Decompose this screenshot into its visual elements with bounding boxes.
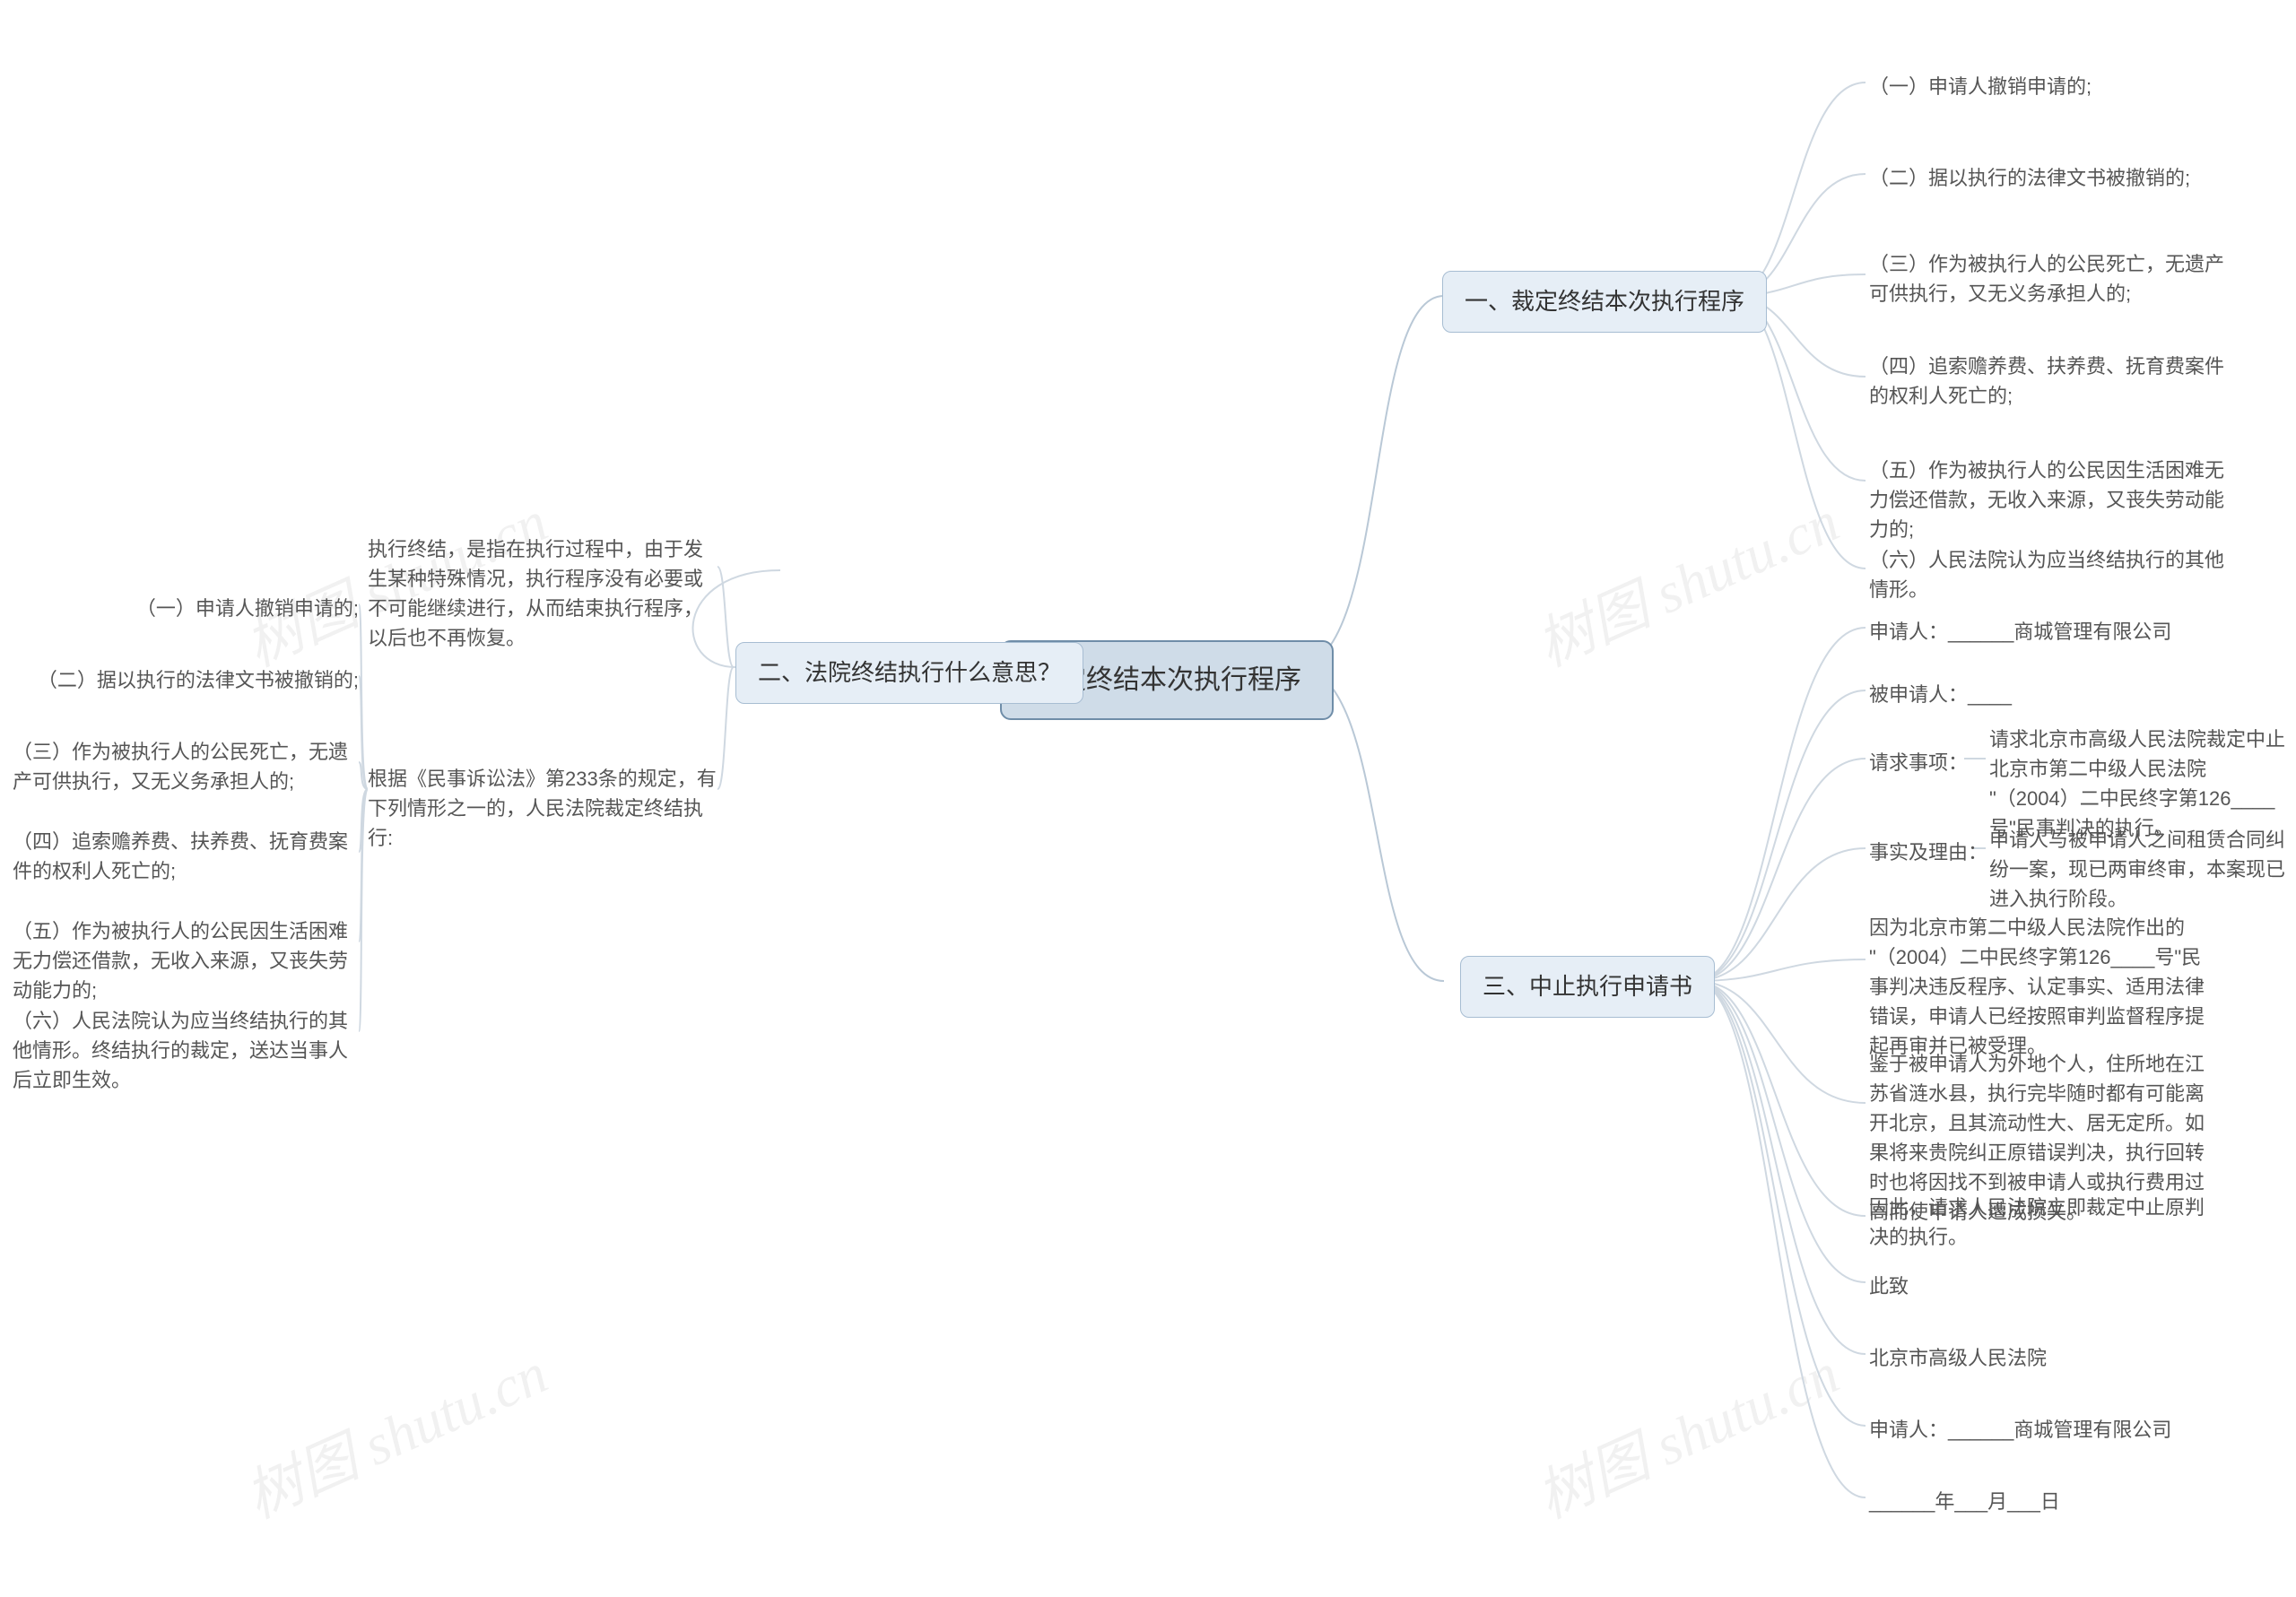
branch-3: 三、中止执行申请书 <box>1460 956 1715 1018</box>
b1-leaf-2: （二）据以执行的法律文书被撤销的; <box>1869 163 2190 193</box>
b3-leaf-4-1: 申请人与被申请人之间租赁合同纠纷一案，现已两审终审，本案现已进入执行阶段。 <box>1989 825 2285 914</box>
branch-2: 二、法院终结执行什么意思？ <box>735 642 1083 704</box>
b3-leaf-3: 请求事项： <box>1869 748 1968 777</box>
b1-leaf-6: （六）人民法院认为应当终结执行的其他情形。 <box>1869 545 2228 604</box>
b3-leaf-2: 被申请人：____ <box>1869 680 2012 709</box>
b2-2-leaf-3: （三）作为被执行人的公民死亡，无遗产可供执行，又无义务承担人的; <box>13 737 359 796</box>
watermark: 树图 shutu.cn <box>1522 476 1849 682</box>
b1-leaf-1: （一）申请人撤销申请的; <box>1869 72 2092 101</box>
b2-2-leaf-6: （六）人民法院认为应当终结执行的其他情形。终结执行的裁定，送达当事人后立即生效。 <box>13 1006 359 1095</box>
branch-1: 一、裁定终结本次执行程序 <box>1442 271 1767 333</box>
watermark: 树图 shutu.cn <box>230 1328 558 1534</box>
b2-2-leaf-4: （四）追索赡养费、扶养费、抚育费案件的权利人死亡的; <box>13 827 359 886</box>
watermark: 树图 shutu.cn <box>1522 1328 1849 1534</box>
b3-leaf-10: 申请人：______商城管理有限公司 <box>1869 1415 2171 1445</box>
b2-2-leaf-2: （二）据以执行的法律文书被撤销的; <box>36 665 359 695</box>
b3-leaf-8: 此致 <box>1869 1272 1909 1301</box>
b2-2-leaf-5: （五）作为被执行人的公民因生活困难无力偿还借款，无收入来源，又丧失劳动能力的; <box>13 916 359 1005</box>
b1-leaf-3: （三）作为被执行人的公民死亡，无遗产可供执行，又无义务承担人的; <box>1869 249 2228 308</box>
b3-leaf-11: ______年___月___日 <box>1869 1487 2060 1516</box>
b3-leaf-5: 因为北京市第二中级人民法院作出的 "（2004）二中民终字第126____号"民… <box>1869 913 2210 1061</box>
b2-mid-1: 执行终结，是指在执行过程中，由于发生某种特殊情况，执行程序没有必要或不可能继续进… <box>368 534 718 653</box>
b3-leaf-4: 事实及理由： <box>1869 838 1987 867</box>
b3-leaf-1: 申请人：______商城管理有限公司 <box>1869 617 2171 647</box>
b2-mid-2: 根据《民事诉讼法》第233条的规定，有下列情形之一的，人民法院裁定终结执行: <box>368 764 718 853</box>
b1-leaf-4: （四）追索赡养费、扶养费、抚育费案件的权利人死亡的; <box>1869 352 2228 411</box>
b1-leaf-5: （五）作为被执行人的公民因生活困难无力偿还借款，无收入来源，又丧失劳动能力的; <box>1869 456 2228 544</box>
b2-2-leaf-1: （一）申请人撤销申请的; <box>36 594 359 623</box>
b3-leaf-9: 北京市高级人民法院 <box>1869 1343 2047 1373</box>
b3-leaf-7: 因此，请求人民法院立即裁定中止原判决的执行。 <box>1869 1193 2210 1252</box>
